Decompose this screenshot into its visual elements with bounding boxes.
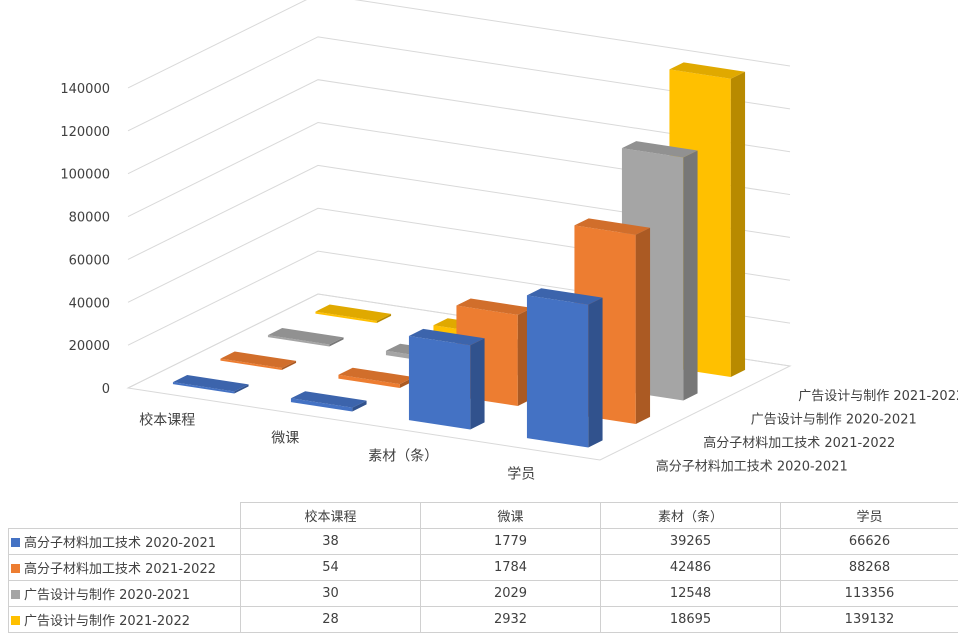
- bar-front-face: [527, 295, 588, 447]
- table-row-header: 广告设计与制作 2021-2022: [9, 607, 241, 633]
- series-depth-label: 广告设计与制作 2020-2021: [751, 412, 917, 427]
- bar-front-face: [409, 336, 470, 430]
- category-label: 素材（条）: [368, 447, 438, 464]
- bar-side-face: [683, 150, 697, 400]
- table-col-header: 学员: [781, 503, 958, 529]
- bar-side-face: [636, 228, 650, 424]
- bar: [173, 375, 249, 393]
- y-tick-label: 40000: [69, 296, 110, 311]
- category-label: 微课: [271, 430, 299, 446]
- table-row-header: 高分子材料加工技术 2021-2022: [9, 555, 241, 581]
- table-cell: 38: [241, 529, 421, 555]
- y-tick-label: 120000: [60, 125, 110, 140]
- table-cell: 42486: [601, 555, 781, 581]
- legend-swatch: [11, 616, 20, 625]
- table-cell: 1779: [421, 529, 601, 555]
- table-cell: 54: [241, 555, 421, 581]
- bar-side-face: [470, 338, 484, 429]
- table-corner: [9, 503, 241, 529]
- bar: [220, 352, 296, 370]
- table-header-row: 校本课程 微课 素材（条） 学员: [9, 503, 958, 529]
- series-depth-label: 广告设计与制作 2021-2022: [798, 389, 958, 404]
- y-tick-label: 140000: [60, 82, 110, 97]
- bar-side-face: [731, 72, 745, 377]
- y-tick-label: 80000: [69, 211, 110, 226]
- bar: [268, 328, 344, 346]
- bar: [409, 329, 485, 430]
- y-tick-label: 0: [102, 382, 110, 397]
- table-col-header: 素材（条）: [601, 503, 781, 529]
- series-name: 高分子材料加工技术 2021-2022: [24, 562, 216, 577]
- table-col-header: 校本课程: [241, 503, 421, 529]
- table-cell: 66626: [781, 529, 958, 555]
- bars: [173, 62, 745, 447]
- chart-3d-columns: 020000400006000080000100000120000140000 …: [0, 0, 958, 500]
- series-name: 广告设计与制作 2020-2021: [24, 588, 190, 603]
- legend-swatch: [11, 590, 20, 599]
- y-tick-label: 60000: [69, 253, 110, 268]
- table-cell: 18695: [601, 607, 781, 633]
- table-cell: 88268: [781, 555, 958, 581]
- table-cell: 2029: [421, 581, 601, 607]
- table-col-header: 微课: [421, 503, 601, 529]
- legend-swatch: [11, 538, 20, 547]
- table-cell: 12548: [601, 581, 781, 607]
- table-row-header: 广告设计与制作 2020-2021: [9, 581, 241, 607]
- category-label: 校本课程: [139, 411, 195, 428]
- table-cell: 113356: [781, 581, 958, 607]
- y-axis-ticks: 0 20000 40000 60000 80000 100000 120000 140000: [60, 82, 110, 397]
- table-cell: 1784: [421, 555, 601, 581]
- series-depth-label: 高分子材料加工技术 2020-2021: [656, 458, 848, 474]
- series-name: 广告设计与制作 2021-2022: [24, 614, 190, 629]
- table-cell: 30: [241, 581, 421, 607]
- bar: [527, 288, 603, 447]
- category-label: 学员: [507, 466, 535, 482]
- series-depth-label: 高分子材料加工技术 2021-2022: [703, 435, 895, 451]
- table-cell: 2932: [421, 607, 601, 633]
- bar: [338, 368, 414, 388]
- legend-swatch: [11, 564, 20, 573]
- series-name: 高分子材料加工技术 2020-2021: [24, 536, 216, 551]
- bar-side-face: [588, 298, 602, 448]
- y-tick-label: 100000: [60, 168, 110, 183]
- table-row-header: 高分子材料加工技术 2020-2021: [9, 529, 241, 555]
- y-tick-label: 20000: [69, 339, 110, 354]
- table-cell: 39265: [601, 529, 781, 555]
- table-cell: 139132: [781, 607, 958, 633]
- series-depth-labels: 高分子材料加工技术 2020-2021 高分子材料加工技术 2021-2022 广告…: [656, 389, 958, 475]
- table-cell: 28: [241, 607, 421, 633]
- bar: [291, 391, 367, 411]
- bar: [315, 305, 391, 323]
